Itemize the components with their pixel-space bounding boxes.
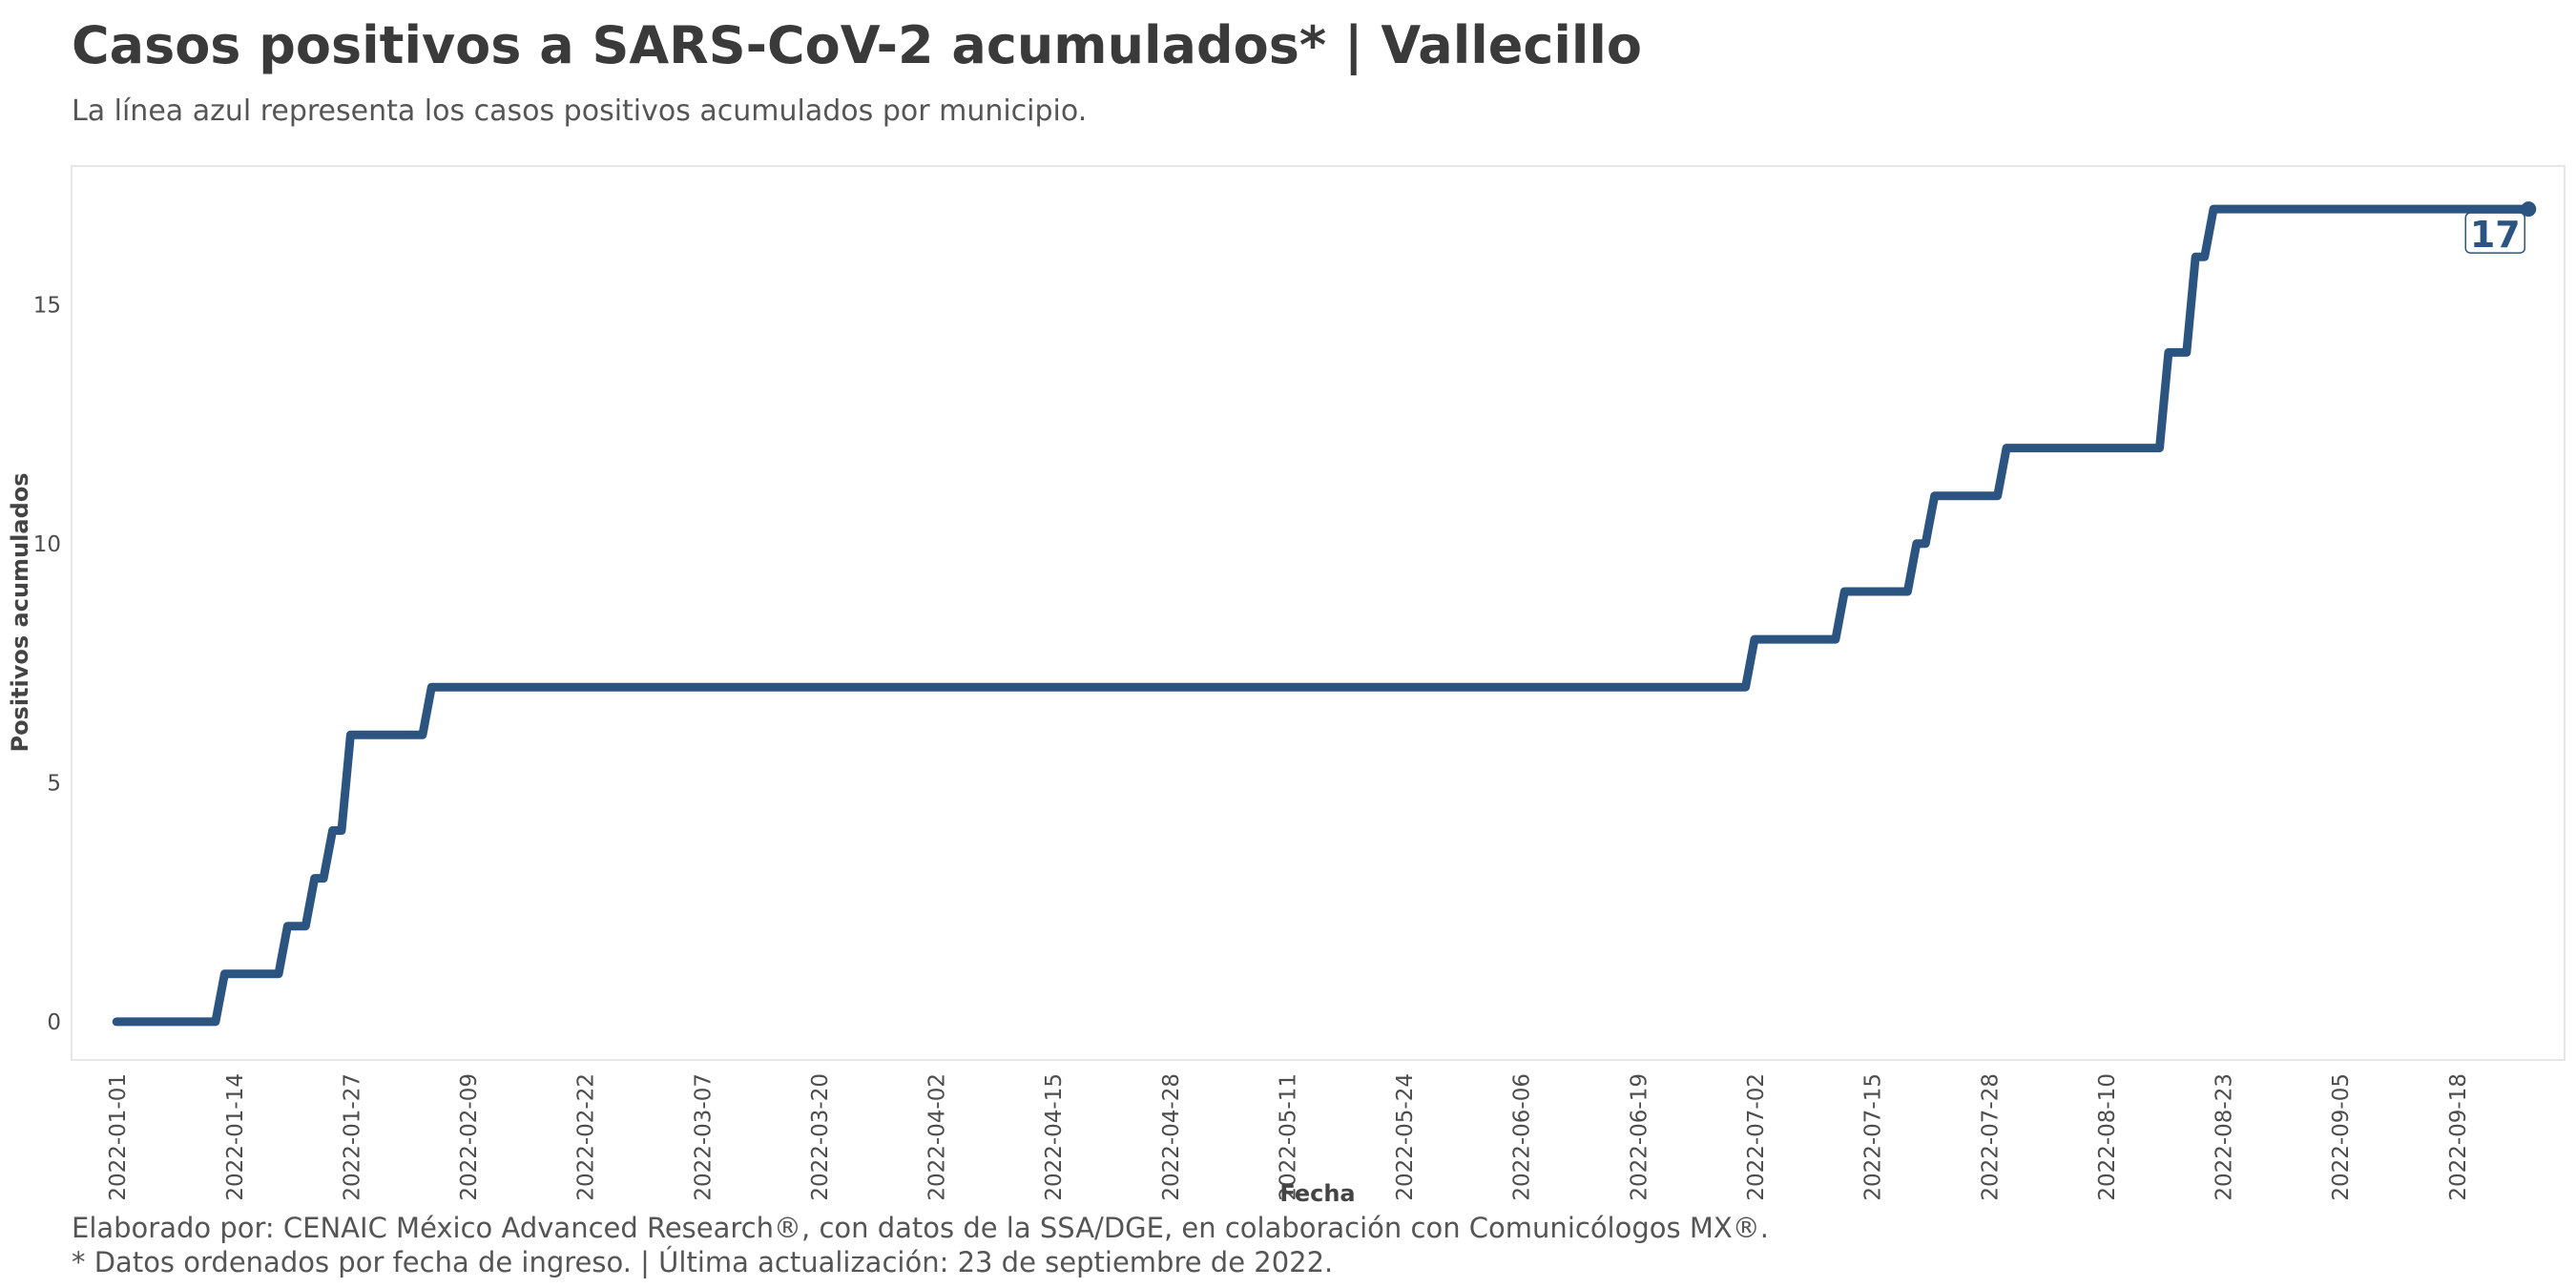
x-tick-label: 2022-08-10 <box>2095 1073 2120 1201</box>
x-tick-label: 2022-05-11 <box>1276 1073 1300 1201</box>
y-axis-title: Positivos acumulados <box>7 472 33 752</box>
chart-subtitle: La línea azul representa los casos posit… <box>72 94 1087 128</box>
y-tick-label: 15 <box>33 293 61 318</box>
end-label-box <box>2464 212 2526 254</box>
x-tick-label: 2022-04-15 <box>1042 1073 1067 1201</box>
axes: 2022-01-01 2022-01-14 2022-01-27 2022-02-09… <box>33 293 2471 1200</box>
y-tick-label: 10 <box>33 532 61 557</box>
y-tick-label: 0 <box>47 1010 61 1035</box>
series: 17 <box>112 201 2537 1027</box>
x-tick-label: 2022-07-15 <box>1861 1073 1886 1201</box>
chart-title: Casos positivos a SARS-CoV-2 acumulados*… <box>72 15 1642 75</box>
plot-panel <box>71 165 2566 1061</box>
series-line <box>112 204 2533 1027</box>
x-tick-label: 2022-05-24 <box>1393 1073 1418 1201</box>
caption-notes: * Datos ordenados por fecha de ingreso. … <box>72 1246 1333 1278</box>
x-tick-label: 2022-09-18 <box>2446 1073 2471 1201</box>
x-tick-label: 2022-06-06 <box>1510 1073 1535 1201</box>
x-axis-title: Fecha <box>1279 1180 1355 1207</box>
x-tick-label: 2022-01-14 <box>223 1073 248 1201</box>
y-tick-label: 5 <box>47 771 61 796</box>
x-tick-label: 2022-07-02 <box>1744 1073 1769 1201</box>
x-tick-label: 2022-08-23 <box>2212 1073 2237 1201</box>
x-tick-label: 2022-01-01 <box>106 1073 131 1201</box>
x-tick-label: 2022-03-07 <box>691 1073 716 1201</box>
caption-credits: Elaborado por: CENAIC México Advanced Re… <box>72 1212 1769 1244</box>
series-end-point <box>2521 201 2537 218</box>
x-tick-label: 2022-02-09 <box>457 1073 482 1201</box>
x-tick-label: 2022-07-28 <box>1978 1073 2003 1201</box>
x-tick-label: 2022-01-27 <box>340 1073 364 1201</box>
x-tick-label: 2022-02-22 <box>574 1073 599 1201</box>
x-tick-label: 2022-03-20 <box>808 1073 833 1201</box>
x-tick-label: 2022-09-05 <box>2329 1073 2354 1201</box>
x-tick-label: 2022-04-02 <box>925 1073 950 1201</box>
x-tick-label: 2022-06-19 <box>1627 1073 1652 1201</box>
end-value-label: 17 <box>2470 214 2521 256</box>
x-tick-label: 2022-04-28 <box>1159 1073 1184 1201</box>
